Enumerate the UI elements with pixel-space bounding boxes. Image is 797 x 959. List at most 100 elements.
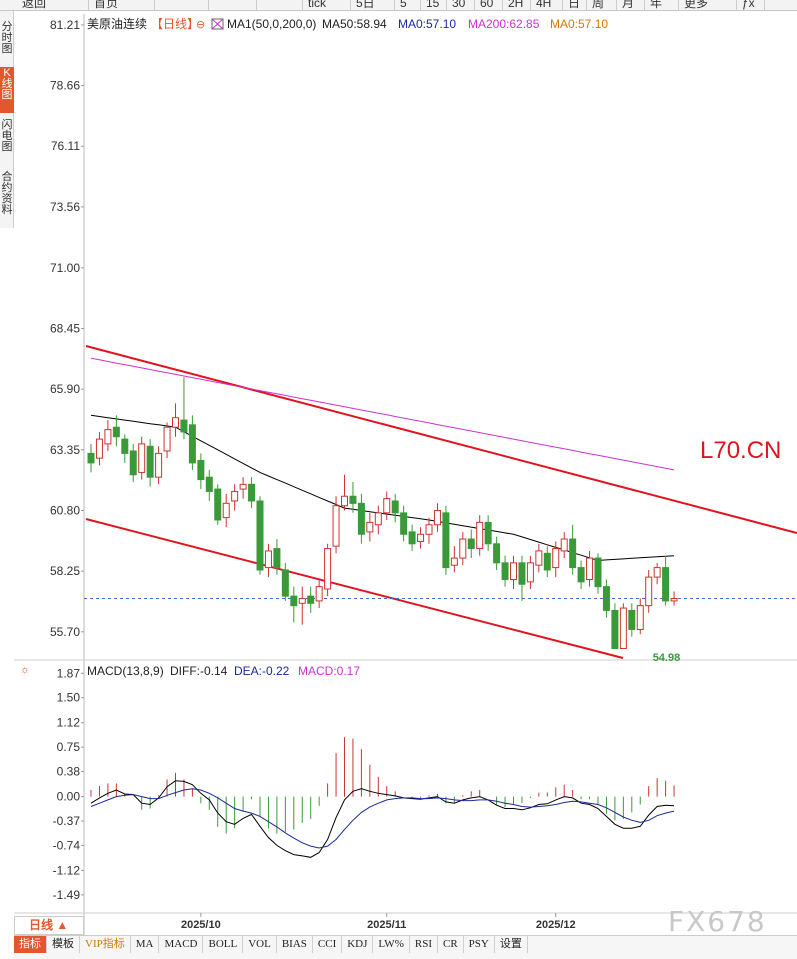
indicator-tab-2[interactable]: VIP指标 xyxy=(80,936,131,953)
candle-body[interactable] xyxy=(670,598,678,602)
toolbar-item-18[interactable]: ƒx xyxy=(742,0,755,10)
candle-body[interactable] xyxy=(526,562,534,583)
toolbar-item-0[interactable]: 返回 xyxy=(22,0,47,10)
toolbar-item-8[interactable]: 15 xyxy=(426,0,440,10)
indicator-tab-7[interactable]: BIAS xyxy=(277,936,313,953)
candle-body[interactable] xyxy=(197,460,205,481)
candle-body[interactable] xyxy=(138,443,146,473)
indicator-tab-14[interactable]: 设置 xyxy=(495,936,528,953)
candle-body[interactable] xyxy=(510,562,517,580)
toolbar-item-5[interactable]: tick xyxy=(308,0,326,10)
toolbar-item-10[interactable]: 60 xyxy=(480,0,494,10)
candle-body[interactable] xyxy=(484,521,492,545)
candle-body[interactable] xyxy=(636,605,644,630)
indicator-tab-4[interactable]: MACD xyxy=(159,936,204,953)
candle-body[interactable] xyxy=(332,505,340,547)
candle-body[interactable] xyxy=(602,586,610,611)
indicator-tab-6[interactable]: VOL xyxy=(243,936,277,953)
toolbar-item-9[interactable]: 30 xyxy=(452,0,466,10)
candle-body[interactable] xyxy=(239,483,247,490)
candle-body[interactable] xyxy=(442,512,450,569)
candle-body[interactable] xyxy=(535,550,543,566)
candle-body[interactable] xyxy=(450,557,458,566)
candle-body[interactable] xyxy=(653,567,661,578)
candle-body[interactable] xyxy=(425,524,433,535)
candle-body[interactable] xyxy=(256,500,264,571)
candle-body[interactable] xyxy=(281,569,289,597)
candle-body[interactable] xyxy=(188,424,196,464)
period-select-button[interactable]: 日线 ▲ xyxy=(14,916,84,935)
indicator-tab-10[interactable]: LW% xyxy=(373,936,410,953)
indicator-tab-12[interactable]: CR xyxy=(438,936,464,953)
candle-body[interactable] xyxy=(374,512,382,526)
candle-body[interactable] xyxy=(205,476,213,492)
candle-body[interactable] xyxy=(129,450,137,476)
candle-body[interactable] xyxy=(476,521,484,550)
toolbar-item-13[interactable]: 日 xyxy=(568,0,581,10)
candle-body[interactable] xyxy=(467,538,475,550)
candle-body[interactable] xyxy=(214,488,222,521)
toolbar-item-17[interactable]: 更多 xyxy=(684,0,709,10)
indicator-tab-3[interactable]: MA xyxy=(131,936,160,953)
indicator-tab-1[interactable]: 模板 xyxy=(47,936,80,953)
toolbar-item-1[interactable]: 首页 xyxy=(94,0,119,10)
candle-body[interactable] xyxy=(341,495,348,507)
candle-body[interactable] xyxy=(349,495,357,504)
indicator-tab-5[interactable]: BOLL xyxy=(203,936,244,953)
tab-time-share[interactable]: 分时图 xyxy=(1,21,13,55)
indicator-tab-0[interactable]: 指标 xyxy=(14,936,47,953)
toolbar-item-12[interactable]: 4H xyxy=(536,0,552,10)
candle-body[interactable] xyxy=(315,586,323,602)
toolbar-item-7[interactable]: 5 xyxy=(400,0,407,10)
candle-body[interactable] xyxy=(324,548,332,590)
candle-body[interactable] xyxy=(231,490,239,502)
candle-body[interactable] xyxy=(560,538,568,552)
candle-body[interactable] xyxy=(112,426,120,438)
candle-body[interactable] xyxy=(383,498,391,514)
candle-body[interactable] xyxy=(172,417,179,428)
candle-body[interactable] xyxy=(459,538,467,559)
indicator-tab-8[interactable]: CCI xyxy=(313,936,343,953)
candle-body[interactable] xyxy=(662,567,670,602)
indicator-tab-13[interactable]: PSY xyxy=(464,936,495,953)
toolbar-item-15[interactable]: 月 xyxy=(622,0,635,10)
candle-body[interactable] xyxy=(586,557,594,580)
tab-kline[interactable]: K线图 xyxy=(0,67,14,113)
candle-body[interactable] xyxy=(645,576,653,607)
tab-flash[interactable]: 闪电图 xyxy=(1,119,13,153)
candle-body[interactable] xyxy=(273,548,281,569)
candle-body[interactable] xyxy=(222,502,230,519)
candle-body[interactable] xyxy=(501,562,509,580)
candle-body[interactable] xyxy=(357,502,365,535)
indicator-tab-11[interactable]: RSI xyxy=(410,936,438,953)
candle-body[interactable] xyxy=(552,548,560,569)
tab-contract-info[interactable]: 合约资料 xyxy=(1,171,13,216)
candle-body[interactable] xyxy=(104,429,112,445)
candle-body[interactable] xyxy=(433,509,441,526)
candle-body[interactable] xyxy=(543,552,551,571)
candle-body[interactable] xyxy=(264,550,272,569)
candle-body[interactable] xyxy=(163,426,171,452)
candle-body[interactable] xyxy=(146,445,154,478)
candle-body[interactable] xyxy=(290,595,298,607)
toolbar-item-16[interactable]: 年 xyxy=(650,0,663,10)
candle-body[interactable] xyxy=(95,438,103,459)
settings-icon[interactable]: ☼ xyxy=(20,664,30,676)
candle-body[interactable] xyxy=(391,500,399,514)
candle-body[interactable] xyxy=(298,598,306,604)
toolbar-item-11[interactable]: 2H xyxy=(508,0,524,10)
candle-body[interactable] xyxy=(366,521,374,533)
candle-body[interactable] xyxy=(493,543,501,564)
candle-body[interactable] xyxy=(121,438,129,454)
candle-body[interactable] xyxy=(155,452,163,478)
candle-body[interactable] xyxy=(619,607,627,649)
candle-body[interactable] xyxy=(400,512,408,535)
candle-body[interactable] xyxy=(180,419,188,433)
candle-body[interactable] xyxy=(577,567,585,583)
candle-body[interactable] xyxy=(87,452,95,464)
candle-body[interactable] xyxy=(248,483,256,502)
candle-body[interactable] xyxy=(518,562,526,585)
candle-body[interactable] xyxy=(417,533,425,542)
candle-body[interactable] xyxy=(569,538,577,569)
